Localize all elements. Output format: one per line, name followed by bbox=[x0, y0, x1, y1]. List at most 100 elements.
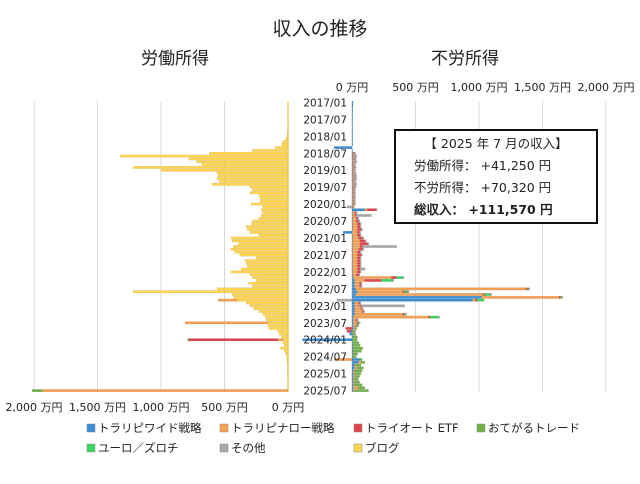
category-label: 2022/01 bbox=[303, 267, 347, 279]
chart-title: 収入の推移 bbox=[272, 18, 367, 40]
category-label: 2017/01 bbox=[303, 97, 347, 109]
right-bar-wide bbox=[351, 284, 355, 288]
left-bar-blog bbox=[252, 219, 289, 223]
right-bar-etf bbox=[359, 245, 363, 248]
right-bar-narrow bbox=[353, 315, 429, 319]
right-bar-etf bbox=[402, 290, 405, 294]
right-axis-tick: 1,500 万円 bbox=[514, 81, 571, 94]
right-bar-etf bbox=[357, 228, 362, 231]
right-bar-wide bbox=[351, 298, 473, 302]
left-bar-blog bbox=[196, 160, 289, 164]
left-bar-blog bbox=[266, 318, 289, 322]
right-bar-etf bbox=[357, 250, 361, 254]
left-bar-narrow bbox=[217, 298, 238, 302]
left-bar-otegaru bbox=[187, 338, 190, 342]
left-bar-blog bbox=[285, 137, 289, 141]
right-bar-otegaru bbox=[352, 355, 357, 359]
right-bar-other bbox=[354, 168, 356, 172]
left-bar-blog bbox=[230, 270, 289, 274]
right-bar-wide bbox=[351, 307, 355, 311]
left-bar-blog bbox=[264, 315, 289, 319]
right-bar-narrow bbox=[352, 247, 359, 251]
right-bar-narrow bbox=[352, 177, 354, 181]
right-bar-etf bbox=[357, 256, 361, 260]
right-bar-etf bbox=[358, 301, 360, 305]
right-bar-narrow bbox=[353, 380, 355, 384]
right-bar-narrow bbox=[354, 312, 403, 316]
category-label: 2018/01 bbox=[303, 131, 347, 143]
right-bar-wide bbox=[351, 386, 354, 390]
right-bar-etf bbox=[359, 284, 362, 288]
right-bar-narrow bbox=[354, 307, 362, 311]
left-bar-blog bbox=[216, 287, 289, 291]
right-bar-other bbox=[362, 247, 364, 251]
right-bar-etf bbox=[359, 304, 362, 308]
left-bar-blog bbox=[252, 276, 289, 279]
left-axis-tick: 2,000 万円 bbox=[6, 401, 63, 414]
left-bar-blog bbox=[252, 284, 289, 288]
right-bar-narrow bbox=[352, 259, 358, 262]
right-bar-other bbox=[354, 188, 356, 192]
right-bar-narrow bbox=[352, 154, 354, 158]
right-bar-narrow bbox=[354, 363, 356, 367]
right-bar-otegaru bbox=[403, 312, 406, 316]
right-bar-wide bbox=[351, 318, 354, 322]
category-label: 2021/07 bbox=[303, 250, 347, 262]
right-bar-narrow bbox=[356, 290, 403, 294]
right-bar-other bbox=[354, 154, 358, 158]
left-bar-blog bbox=[231, 293, 289, 296]
right-bar-wide bbox=[351, 315, 354, 319]
left-bar-blog bbox=[252, 188, 289, 192]
right-bar-wide bbox=[351, 324, 354, 327]
right-bar-wide bbox=[351, 134, 353, 138]
left-bar-blog bbox=[284, 344, 289, 347]
right-bar-other bbox=[364, 239, 367, 243]
left-bar-blog bbox=[287, 366, 289, 370]
right-bar-narrow bbox=[353, 389, 355, 392]
right-bar-other bbox=[354, 185, 357, 189]
right-bar-other bbox=[354, 151, 356, 155]
right-bar-etf bbox=[360, 307, 363, 311]
right-bar-etf bbox=[391, 276, 397, 279]
left-bar-blog bbox=[287, 109, 289, 113]
right-bar-etf bbox=[345, 327, 353, 330]
right-bar-narrow bbox=[352, 174, 354, 178]
left-bar-blog bbox=[256, 256, 289, 260]
right-bar-other bbox=[358, 321, 361, 325]
right-bar-wide bbox=[351, 366, 355, 370]
left-bar-blog bbox=[287, 369, 289, 373]
right-bar-narrow bbox=[352, 219, 357, 223]
right-bar-otegaru bbox=[352, 352, 358, 356]
left-bar-blog bbox=[287, 129, 289, 133]
right-bar-etf bbox=[357, 262, 361, 265]
right-bar-other bbox=[359, 231, 362, 234]
right-bar-wide bbox=[351, 360, 359, 364]
right-bar-other bbox=[528, 287, 530, 291]
right-bar-etf bbox=[359, 281, 362, 285]
right-bar-etf bbox=[357, 253, 362, 257]
right-bar-wide bbox=[351, 132, 353, 135]
right-bar-otegaru bbox=[527, 287, 529, 291]
right-bar-narrow bbox=[353, 276, 392, 279]
right-bar-narrow bbox=[352, 233, 358, 237]
right-bar-narrow bbox=[352, 225, 358, 229]
right-bar-wide bbox=[351, 383, 354, 387]
right-bar-wide bbox=[351, 310, 355, 313]
left-bar-blog bbox=[261, 214, 289, 217]
right-bar-other bbox=[359, 262, 362, 265]
right-bar-otegaru bbox=[476, 298, 478, 302]
category-label: 2020/07 bbox=[303, 216, 347, 228]
left-bar-blog bbox=[262, 312, 289, 316]
right-bar-other bbox=[354, 332, 356, 336]
left-bar-blog bbox=[259, 197, 289, 200]
right-bar-euro bbox=[477, 298, 485, 302]
right-bar-narrow bbox=[352, 188, 354, 192]
left-axis-tick: 1,500 万円 bbox=[69, 401, 126, 414]
right-bar-narrow bbox=[353, 372, 355, 375]
right-bar-otegaru bbox=[357, 321, 360, 325]
left-bar-blog bbox=[280, 346, 289, 350]
right-bar-other bbox=[438, 315, 440, 319]
right-axis-tick: 1,000 万円 bbox=[451, 81, 508, 94]
left-bar-blog bbox=[216, 171, 289, 175]
right-bar-other bbox=[354, 174, 357, 178]
